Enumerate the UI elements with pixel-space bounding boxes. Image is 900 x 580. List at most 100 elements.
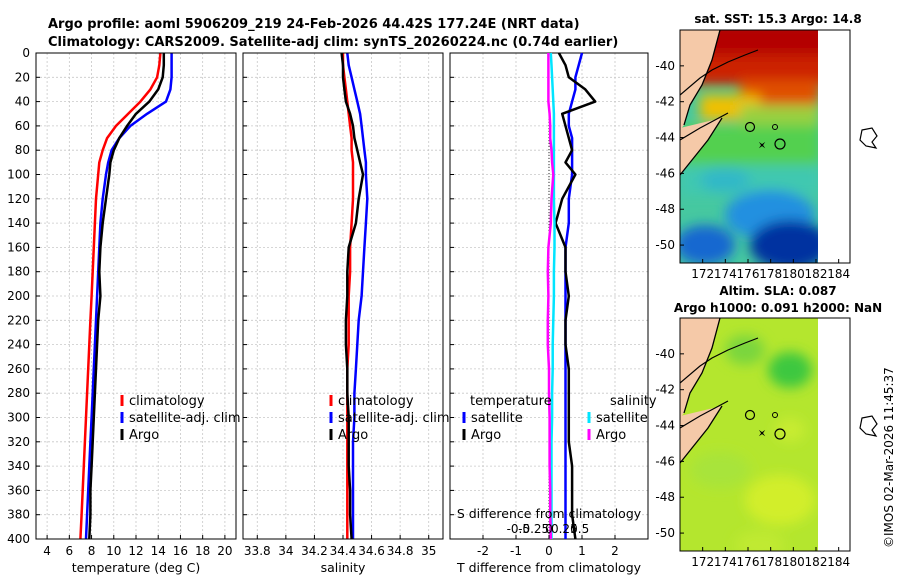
sla-map-title-line1: Altim. SLA: 0.087 (719, 284, 836, 298)
x-tick-label: 34.2 (301, 544, 328, 558)
map-y-tick-label: -46 (655, 166, 675, 180)
x-tick-label: 1 (578, 544, 586, 558)
y-tick-label: 300 (7, 411, 30, 425)
y-tick-label: 320 (7, 435, 30, 449)
legend-label: climatology (129, 394, 205, 409)
x-tick-label: 20 (217, 544, 232, 558)
y-tick-label: 100 (7, 168, 30, 182)
legend-label: satellite-adj. clim (129, 411, 241, 426)
map-y-tick-label: -50 (655, 526, 675, 540)
x-tick-label: 16 (173, 544, 188, 558)
series-line-t-argo (554, 52, 597, 540)
y-tick-label: 380 (7, 508, 30, 522)
y-tick-label: 280 (7, 386, 30, 400)
sla-axes: 172 174 176 178 180 182 184 -40 -42 -44 -46 -48 -50 (655, 347, 850, 569)
s-tick-label: -0.25 (518, 522, 549, 536)
map-x-tick-label: 172 (691, 267, 714, 281)
sst-argo-marker (758, 141, 766, 149)
s-tick-label: -0.5 (507, 522, 530, 536)
legend-label: satellite (471, 411, 523, 426)
x-tick-label: 34.4 (330, 544, 357, 558)
y-tick-label: 340 (7, 459, 30, 473)
y-tick-label: 0 (22, 46, 30, 60)
series-line-satellite-adj-clim (84, 53, 173, 540)
map-x-tick-label: 184 (827, 267, 850, 281)
sla-landmass-south (680, 406, 722, 463)
y-tick-label: 240 (7, 338, 30, 352)
map-x-tick-label: 178 (759, 267, 782, 281)
y-tick-label: 180 (7, 265, 30, 279)
map-y-tick-label: -40 (655, 59, 675, 73)
x-tick-label: -2 (477, 544, 489, 558)
x-tick-label: 35 (421, 544, 436, 558)
map-y-tick-label: -46 (655, 454, 675, 468)
y-tick-label: 20 (15, 70, 30, 84)
y-tick-label: 140 (7, 216, 30, 230)
sst-field (680, 30, 820, 263)
map-x-tick-label: 172 (691, 555, 714, 569)
legend-label: Argo (471, 428, 501, 443)
sla-seamount-2 (772, 412, 778, 418)
x-axis-label: temperature (deg C) (72, 560, 201, 575)
map-x-tick-label: 176 (737, 267, 760, 281)
legend-label: Argo (129, 428, 159, 443)
sla-depth-contour (680, 337, 759, 429)
x-tick-label: 4 (43, 544, 51, 558)
map-y-tick-label: -42 (655, 383, 675, 397)
sla-seamount-3 (774, 428, 786, 440)
sla-map-frame (679, 317, 851, 552)
series-line-argo (88, 53, 166, 540)
x-tick-label: 34 (278, 544, 293, 558)
credit-text: ©IMOS 02-Mar-2026 11:45:37 (882, 367, 896, 548)
x-axis-label: salinity (321, 560, 366, 575)
map-x-tick-label: 182 (805, 555, 828, 569)
x-tick-label: 12 (128, 544, 143, 558)
y-tick-label: 260 (7, 362, 30, 376)
legend-label: climatology (338, 394, 414, 409)
y-tick-label: 80 (15, 143, 30, 157)
legend-title-salinity: salinity (610, 394, 657, 409)
x-tick-label: 8 (88, 544, 96, 558)
y-tick-label: 120 (7, 192, 30, 206)
series-line-s-satellite (549, 52, 556, 539)
y-tick-label: 40 (15, 95, 30, 109)
s-tick-label: 0.5 (570, 522, 589, 536)
sla-argo-marker (758, 429, 766, 437)
legend-title-temperature: temperature (470, 394, 552, 409)
map-y-tick-label: -44 (655, 419, 675, 433)
series-line-s-argo (546, 53, 555, 540)
map-y-tick-label: -48 (655, 490, 675, 504)
temperature-panel: 4 6 8 10 12 14 16 18 20 temperature (deg C) 0 20 40 6… (7, 46, 241, 575)
map-x-tick-label: 182 (805, 267, 828, 281)
series-line-satellite-adj-clim (346, 52, 369, 539)
sla-map-title-line2: Argo h1000: 0.091 h2000: NaN (674, 301, 882, 315)
s-tick-label: 0 (545, 522, 553, 536)
x-tick-label: 14 (151, 544, 166, 558)
map-y-tick-label: -44 (655, 131, 675, 145)
sst-coastline (680, 30, 723, 176)
sst-axes: 172 174 176 178 180 182 184 -40 -42 -44 -46 -48 -50 (655, 59, 850, 281)
sst-seamount-1 (744, 121, 756, 133)
y-tick-label: 160 (7, 240, 30, 254)
map-x-tick-label: 184 (827, 555, 850, 569)
sst-map-title: sat. SST: 15.3 Argo: 14.8 (694, 12, 861, 26)
legend-label: satellite-adj. clim (338, 411, 450, 426)
map-y-tick-label: -40 (655, 347, 675, 361)
sla-coastline (680, 318, 723, 464)
sla-island (859, 415, 878, 437)
x-tick-label: 0 (545, 544, 553, 558)
map-x-tick-label: 180 (782, 267, 805, 281)
sla-field (680, 318, 820, 551)
map-y-tick-label: -50 (655, 238, 675, 252)
map-y-tick-label: -48 (655, 202, 675, 216)
x-tick-label: -1 (510, 544, 522, 558)
figure-title-line2: Climatology: CARS2009. Satellite-adj cli… (48, 35, 618, 50)
y-tick-label: 220 (7, 313, 30, 327)
x-tick-label: 10 (106, 544, 121, 558)
plot-frame (35, 52, 237, 540)
plot-frame (242, 52, 444, 540)
legend-label: Argo (596, 428, 626, 443)
sst-landmass-south (680, 118, 722, 175)
legend-label: satellite (596, 411, 648, 426)
sla-map-panel: Altim. SLA: 0.087 Argo h1000: 0.091 h200… (655, 284, 882, 569)
